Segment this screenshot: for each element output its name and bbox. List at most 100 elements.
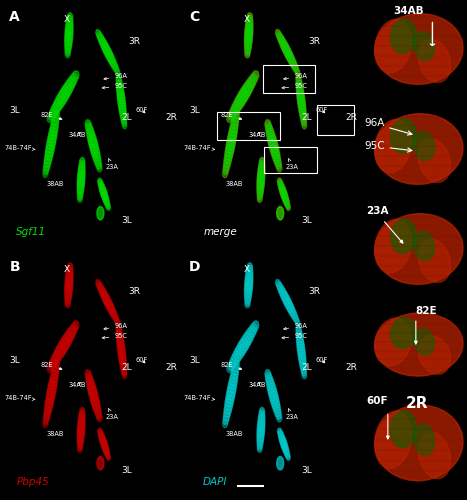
Ellipse shape [297,97,305,104]
Ellipse shape [224,156,231,164]
Ellipse shape [57,96,64,106]
Ellipse shape [375,411,411,469]
Ellipse shape [257,178,264,184]
Ellipse shape [99,182,103,186]
Ellipse shape [297,86,303,92]
Ellipse shape [375,120,411,173]
Ellipse shape [247,16,253,21]
Ellipse shape [257,188,263,193]
Text: D: D [189,260,201,274]
Ellipse shape [51,370,58,379]
Ellipse shape [117,86,123,92]
Ellipse shape [286,204,290,209]
Ellipse shape [78,424,85,430]
Ellipse shape [251,73,257,82]
Ellipse shape [245,36,252,42]
Ellipse shape [289,57,295,64]
Ellipse shape [103,196,108,201]
Ellipse shape [266,125,272,132]
Ellipse shape [272,402,280,409]
Ellipse shape [390,19,417,54]
Ellipse shape [43,416,49,424]
Ellipse shape [98,178,101,182]
Ellipse shape [300,111,306,118]
Ellipse shape [281,41,287,48]
Ellipse shape [229,110,236,118]
Ellipse shape [296,320,300,326]
Text: 34AB: 34AB [69,132,86,138]
Ellipse shape [298,103,305,110]
Ellipse shape [60,340,68,351]
Ellipse shape [77,181,85,186]
Ellipse shape [117,344,125,351]
Ellipse shape [97,456,104,470]
Ellipse shape [265,372,271,380]
Ellipse shape [288,304,294,312]
Text: X: X [244,265,250,274]
Ellipse shape [276,32,282,38]
Ellipse shape [245,302,250,308]
Ellipse shape [259,160,265,166]
Ellipse shape [283,446,288,451]
Ellipse shape [54,351,61,361]
Ellipse shape [276,206,284,220]
Ellipse shape [99,433,104,438]
Ellipse shape [296,75,301,82]
Ellipse shape [286,204,290,209]
Text: 2L: 2L [301,363,312,372]
Ellipse shape [94,407,101,414]
Ellipse shape [258,167,265,172]
Ellipse shape [65,296,71,301]
Text: 95C: 95C [102,84,127,89]
Ellipse shape [278,428,290,459]
Ellipse shape [104,450,109,454]
Ellipse shape [117,333,123,340]
Ellipse shape [122,370,127,376]
Ellipse shape [232,367,239,376]
Ellipse shape [119,356,126,362]
Ellipse shape [278,432,283,436]
Ellipse shape [105,451,109,456]
Text: 82E: 82E [221,362,242,370]
Ellipse shape [116,330,122,337]
Ellipse shape [296,80,302,87]
Ellipse shape [234,110,240,118]
Ellipse shape [234,101,241,111]
Ellipse shape [273,154,280,162]
Ellipse shape [65,41,72,46]
Ellipse shape [240,90,248,101]
Ellipse shape [279,36,284,44]
Ellipse shape [61,88,69,98]
Ellipse shape [99,286,104,294]
Ellipse shape [45,398,53,407]
Ellipse shape [278,430,282,434]
Ellipse shape [270,144,278,151]
Ellipse shape [257,157,265,201]
Ellipse shape [280,288,285,296]
Ellipse shape [226,142,234,150]
Ellipse shape [277,34,283,41]
Ellipse shape [101,291,107,298]
Ellipse shape [242,86,250,96]
Ellipse shape [65,294,71,298]
Ellipse shape [247,266,253,271]
Ellipse shape [238,93,246,104]
Ellipse shape [414,329,435,355]
Ellipse shape [102,194,108,200]
Ellipse shape [245,52,250,58]
Ellipse shape [105,201,109,206]
Ellipse shape [241,88,249,98]
Text: 96A: 96A [364,118,412,135]
Ellipse shape [116,324,127,377]
Ellipse shape [414,424,435,456]
Ellipse shape [228,71,259,120]
Ellipse shape [117,339,124,345]
Ellipse shape [112,312,117,319]
Ellipse shape [51,120,58,129]
Ellipse shape [286,52,293,60]
Ellipse shape [223,162,230,171]
Ellipse shape [266,369,281,420]
Text: 2R: 2R [345,113,357,122]
Ellipse shape [246,80,254,90]
Ellipse shape [44,156,51,164]
